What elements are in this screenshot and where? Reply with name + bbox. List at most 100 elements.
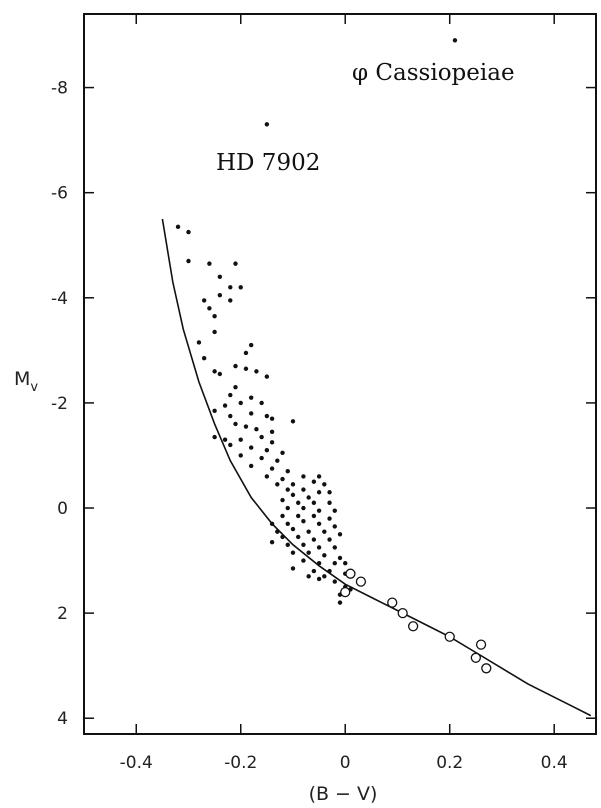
y-tick-label: -6: [51, 184, 68, 204]
filled-dot-point: [280, 513, 285, 519]
filled-dot-point: [316, 521, 322, 526]
filled-dot-point: [201, 356, 207, 361]
x-tick-label: -0.2: [224, 753, 257, 773]
filled-dot-point: [327, 490, 332, 495]
filled-dot-point: [254, 369, 259, 374]
filled-dot-point: [290, 566, 296, 571]
filled-dot-point: [296, 500, 301, 505]
filled-dot-point: [280, 497, 285, 503]
open-circle-point: [340, 586, 351, 598]
filled-dot-point: [322, 529, 327, 534]
filled-dot-point: [264, 122, 270, 127]
filled-dot-point: [248, 342, 254, 348]
filled-dot-point: [290, 526, 296, 532]
filled-dot-point: [290, 482, 296, 487]
filled-dot-point: [222, 403, 228, 408]
filled-dot-point: [306, 495, 311, 500]
filled-dot-point: [228, 442, 233, 448]
y-tick-label: -2: [51, 394, 68, 414]
filled-dot-point: [301, 505, 306, 511]
filled-dot-point: [264, 448, 270, 453]
x-tick-label: 0: [340, 753, 351, 773]
filled-dot-point: [186, 229, 191, 235]
filled-dot-point: [316, 508, 322, 513]
filled-dot-point: [264, 374, 270, 379]
filled-dot-point: [248, 463, 254, 469]
filled-dot-point: [238, 453, 243, 458]
filled-dot-point: [238, 285, 243, 290]
filled-dot-point: [238, 400, 243, 406]
filled-dot-point: [285, 469, 290, 474]
filled-dot-point: [275, 482, 280, 487]
filled-dot-point: [301, 474, 306, 479]
filled-dot-point: [311, 568, 317, 574]
filled-dot-point: [248, 395, 254, 400]
filled-dot-point: [337, 600, 343, 605]
filled-dot-point: [233, 384, 238, 390]
filled-dot-point: [322, 553, 327, 558]
filled-dot-point: [316, 576, 322, 582]
filled-dot-point: [327, 500, 332, 505]
x-tick-label: 0.4: [541, 753, 568, 773]
filled-dot-point: [212, 313, 217, 319]
filled-dot-point: [343, 560, 348, 566]
filled-dot-point: [233, 421, 238, 427]
filled-dot-point: [327, 516, 332, 521]
filled-dot-point: [311, 500, 317, 505]
filled-dot-point: [285, 505, 290, 511]
filled-dot-point: [311, 479, 317, 484]
filled-dot-point: [275, 458, 280, 463]
filled-dot-point: [243, 350, 249, 356]
filled-dot-point: [296, 513, 301, 519]
filled-dot-point: [243, 424, 249, 429]
data-points-layer: [175, 38, 492, 674]
filled-dot-point: [311, 513, 317, 519]
filled-dot-point: [217, 371, 223, 377]
filled-dot-point: [248, 445, 254, 450]
filled-dot-point: [285, 542, 290, 548]
x-tick-label: -0.4: [120, 753, 153, 773]
filled-dot-point: [316, 560, 322, 566]
y-axis-title-main: M: [14, 368, 30, 390]
filled-dot-point: [316, 545, 322, 550]
filled-dot-point: [201, 298, 207, 303]
filled-dot-point: [217, 274, 223, 279]
filled-dot-point: [212, 369, 217, 374]
y-tick-label: 4: [57, 709, 68, 729]
filled-dot-point: [322, 482, 327, 487]
filled-dot-point: [186, 258, 191, 264]
x-tick-label: 0.2: [436, 753, 463, 773]
filled-dot-point: [301, 518, 306, 524]
filled-dot-point: [452, 38, 458, 43]
annotation-phi-cassiopeiae: φ Cassiopeiae: [352, 60, 515, 86]
open-circle-point: [355, 576, 367, 587]
filled-dot-point: [254, 426, 259, 432]
filled-dot-point: [301, 558, 306, 563]
filled-dot-point: [280, 450, 285, 456]
filled-dot-point: [175, 224, 181, 230]
plot-frame: [83, 13, 597, 735]
filled-dot-point: [322, 574, 327, 579]
open-circle-point: [387, 597, 398, 608]
filled-dot-point: [337, 555, 343, 561]
filled-dot-point: [311, 537, 317, 542]
filled-dot-point: [212, 408, 217, 413]
filled-dot-point: [306, 529, 311, 534]
filled-dot-point: [290, 419, 296, 424]
y-tick-label: 2: [57, 604, 68, 624]
open-circle-point: [475, 639, 487, 650]
filled-dot-point: [212, 329, 217, 335]
ticks-layer: -0.4 -0.2 0 0.2 0.4 -8 -6 -4 -2 0 2 4: [51, 14, 596, 773]
filled-dot-point: [228, 392, 233, 398]
filled-dot-point: [280, 534, 285, 540]
filled-dot-point: [296, 534, 301, 540]
filled-dot-point: [301, 542, 306, 548]
open-circle-point: [444, 631, 455, 642]
filled-dot-point: [269, 521, 275, 526]
filled-dot-point: [264, 413, 270, 419]
open-circle-point: [397, 607, 408, 619]
filled-dot-point: [196, 340, 202, 345]
filled-dot-point: [269, 429, 275, 435]
filled-dot-point: [207, 261, 212, 266]
